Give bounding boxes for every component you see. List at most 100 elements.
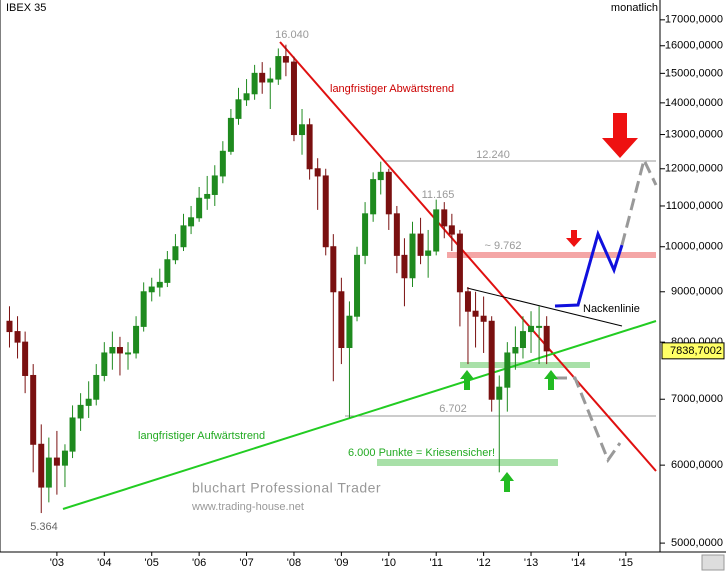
plot-area [62, 41, 658, 510]
candle-body [204, 193, 211, 199]
candle-body [282, 56, 289, 63]
candle-body [322, 175, 329, 248]
x-tick-label: '04 [97, 557, 111, 569]
y-tick-label: 9000,0000 [671, 286, 723, 298]
candle-body [290, 61, 297, 136]
candle-body [433, 209, 440, 252]
support-zone [460, 362, 590, 368]
arrow-up [500, 472, 514, 492]
candle-body [227, 117, 234, 152]
annotation: 6.000 Punkte = Kriesensicher! [348, 447, 495, 459]
x-tick-label: '03 [50, 557, 64, 569]
candle-body [219, 150, 226, 177]
candle-body [370, 179, 377, 215]
candle-body [259, 72, 266, 83]
y-tick-label: 5000,0000 [671, 537, 723, 549]
candle-body [543, 325, 550, 352]
annotation: ~ 9.762 [484, 240, 521, 252]
candle-body [299, 124, 306, 136]
candle-body [464, 291, 471, 312]
annotation: 5.364 [30, 521, 58, 533]
y-tick-label: 10000,0000 [665, 241, 723, 253]
annotation: 11.165 [422, 189, 455, 201]
last-price-box [661, 342, 725, 360]
candle-body [417, 233, 424, 256]
arrow-up [544, 370, 558, 390]
candle-body [393, 213, 400, 256]
candle-body [267, 78, 274, 83]
candle-body [22, 341, 29, 376]
y-tick-label: 14000,0000 [665, 97, 723, 109]
x-tick-label: '05 [145, 557, 159, 569]
watermark: www.trading-house.net [191, 501, 304, 513]
arrow-down [566, 230, 582, 247]
y-tick-label: 7000,0000 [671, 393, 723, 405]
candle-body [496, 386, 503, 400]
annotation: 6.702 [439, 403, 467, 415]
candle-body [101, 352, 108, 376]
candle-body [456, 233, 463, 293]
candle-body [196, 197, 203, 219]
x-tick-label: '11 [429, 557, 443, 569]
x-tick-label: '14 [571, 557, 585, 569]
candle-body [30, 374, 37, 445]
candle-body [448, 225, 455, 235]
last-price-label: 7838,7002 [670, 345, 722, 357]
chart-title: IBEX 35 [6, 2, 46, 14]
candle-body [235, 99, 242, 119]
y-tick-label: 12000,0000 [665, 163, 723, 175]
candle-body [211, 175, 218, 195]
x-tick-label: '09 [334, 557, 348, 569]
candle-body [109, 347, 116, 354]
candle-body [85, 398, 92, 406]
arrow-down [602, 113, 638, 158]
annotation: Nackenlinie [583, 303, 640, 315]
candle-body [77, 404, 84, 419]
candle-body [38, 443, 45, 488]
candle-body [488, 320, 495, 400]
candle-body [330, 246, 337, 293]
candle-body [251, 72, 258, 95]
candle-body [93, 374, 100, 400]
candle-body [504, 352, 511, 388]
candle-body [140, 291, 147, 327]
y-tick-label: 6000,0000 [671, 459, 723, 471]
candle-body [243, 93, 250, 101]
x-tick-label: '10 [382, 557, 396, 569]
candles [6, 44, 550, 514]
candle-body [425, 250, 432, 256]
candle-body [346, 315, 353, 349]
candle-body [401, 254, 408, 279]
candle-body [480, 315, 487, 322]
x-tick-label: '06 [192, 557, 206, 569]
x-tick-label: '13 [524, 557, 538, 569]
candle-body [409, 233, 416, 279]
candle-body [362, 213, 369, 256]
candle-body [441, 209, 448, 227]
downtrend-line [279, 41, 657, 472]
watermark: bluchart Professional Trader [192, 480, 381, 496]
candle-body [61, 450, 68, 466]
candle-body [188, 217, 195, 227]
tool-button[interactable] [701, 554, 725, 571]
candle-body [354, 254, 361, 317]
candle-body [69, 417, 76, 452]
candle-body [53, 457, 60, 466]
candle-body [116, 347, 123, 354]
chart-subtitle: monatlich [611, 2, 658, 14]
annotation: 16.040 [275, 29, 309, 41]
candle-body [180, 225, 187, 248]
y-tick-label: 17000,0000 [665, 14, 723, 26]
arrow-up [460, 370, 474, 390]
uptrend-line [62, 320, 657, 510]
neckline [466, 287, 623, 327]
resistance-zone [447, 252, 656, 258]
candle-body [164, 259, 171, 283]
forecast-down [555, 376, 622, 464]
x-tick-label: '07 [239, 557, 253, 569]
candle-body [512, 347, 519, 354]
candle-body [306, 124, 313, 170]
y-tick-label: 13000,0000 [665, 128, 723, 140]
annotation: langfristiger Aufwärtstrend [138, 430, 265, 442]
